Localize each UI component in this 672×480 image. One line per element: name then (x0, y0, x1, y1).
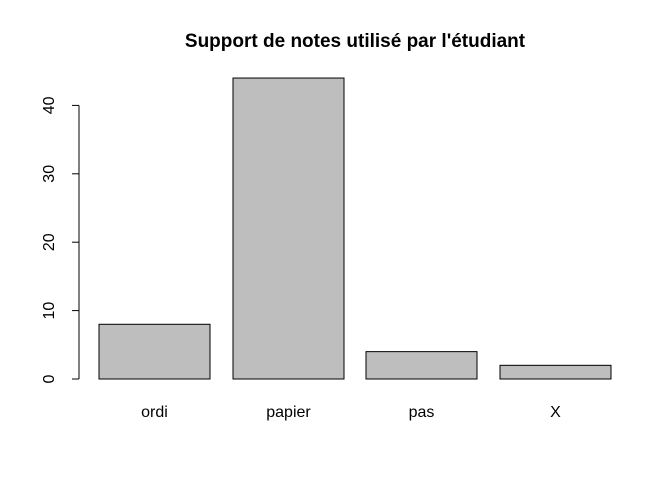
chart-title: Support de notes utilisé par l'étudiant (185, 31, 526, 52)
y-tick-label: 0 (41, 374, 58, 383)
y-tick-label: 40 (41, 96, 58, 114)
bar-x (499, 364, 612, 380)
x-category-label: papier (266, 404, 311, 421)
y-tick-label: 20 (41, 233, 58, 251)
category-labels: ordi papier pas X (141, 404, 561, 421)
x-category-label: X (550, 404, 561, 421)
y-tick-label: 10 (41, 302, 58, 320)
y-axis: 0 10 20 30 40 (41, 96, 80, 383)
bar-ordi (98, 323, 211, 380)
y-tick-label: 30 (41, 165, 58, 183)
bar-papier (232, 77, 345, 380)
bar-pas (365, 351, 478, 380)
x-category-label: pas (409, 404, 435, 421)
x-category-label: ordi (141, 404, 168, 421)
bars (98, 77, 612, 380)
